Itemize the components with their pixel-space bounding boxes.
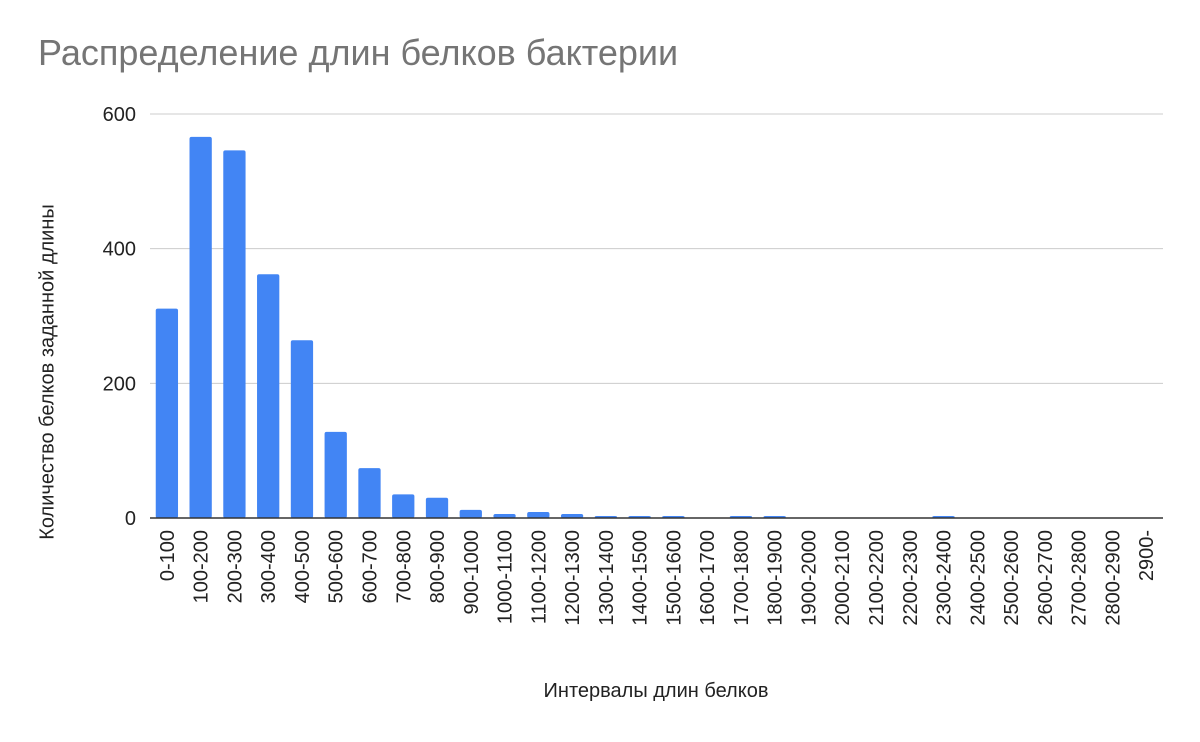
bars <box>155 136 955 519</box>
x-tick-label: 2000-2100 <box>832 530 854 626</box>
x-tick-label: 400-500 <box>292 530 314 603</box>
y-tick-label: 0 <box>125 508 136 530</box>
x-tick-label: 2400-2500 <box>967 530 989 626</box>
x-tick-label: 1900-2000 <box>798 530 820 626</box>
gridlines <box>150 113 1163 384</box>
x-tick-label: 0-100 <box>157 530 179 581</box>
bar <box>425 497 449 518</box>
x-tick-label: 2500-2600 <box>1001 530 1023 626</box>
y-tick-label: 400 <box>103 239 136 261</box>
x-tick-label: 300-400 <box>258 530 280 603</box>
x-tick-label: 600-700 <box>359 530 381 603</box>
x-tick-label: 2300-2400 <box>934 530 956 626</box>
x-tick-label: 1700-1800 <box>731 530 753 626</box>
x-tick-label: 200-300 <box>224 530 246 603</box>
bar <box>493 513 516 518</box>
bar <box>459 509 482 518</box>
x-tick-label: 2600-2700 <box>1035 530 1057 626</box>
y-tick-label: 200 <box>103 373 136 395</box>
x-tick-label: 2800-2900 <box>1102 530 1124 626</box>
x-axis-title: Интервалы длин белков <box>543 680 769 702</box>
x-tick-labels: 0-100 100-200 200-300 300-400 400-500 500-600… <box>157 530 1158 626</box>
bar <box>155 308 179 518</box>
bar <box>527 511 550 518</box>
y-tick-labels: 0 200 400 600 <box>103 104 136 530</box>
x-tick-label: 1300-1400 <box>596 530 618 626</box>
x-tick-label: 700-800 <box>393 530 415 603</box>
x-tick-label: 500-600 <box>326 530 348 603</box>
bar <box>290 340 314 518</box>
bar <box>189 136 212 519</box>
y-tick-label: 600 <box>103 104 136 126</box>
x-tick-label: 2900- <box>1136 530 1158 581</box>
x-tick-label: 1500-1600 <box>663 530 685 626</box>
bar <box>223 150 246 519</box>
x-tick-label: 2700-2800 <box>1069 530 1091 626</box>
x-tick-label: 2100-2200 <box>866 530 888 626</box>
x-tick-label: 100-200 <box>191 530 213 603</box>
x-tick-label: 1200-1300 <box>562 530 584 626</box>
x-tick-label: 900-1000 <box>461 530 483 615</box>
x-tick-label: 1400-1500 <box>630 530 652 626</box>
chart-title: Распределение длин белков бактерии <box>38 32 679 73</box>
x-tick-label: 1800-1900 <box>765 530 787 626</box>
bar <box>392 494 415 518</box>
x-tick-label: 1100-1200 <box>528 530 550 624</box>
bar <box>560 513 584 518</box>
x-tick-label: 2200-2300 <box>900 530 922 626</box>
x-tick-label: 800-900 <box>427 530 449 603</box>
x-tick-label: 1600-1700 <box>697 530 719 626</box>
bar <box>358 468 381 518</box>
x-tick-label: 1000-1100 <box>495 530 517 624</box>
bar <box>257 274 280 518</box>
bar <box>324 431 347 518</box>
